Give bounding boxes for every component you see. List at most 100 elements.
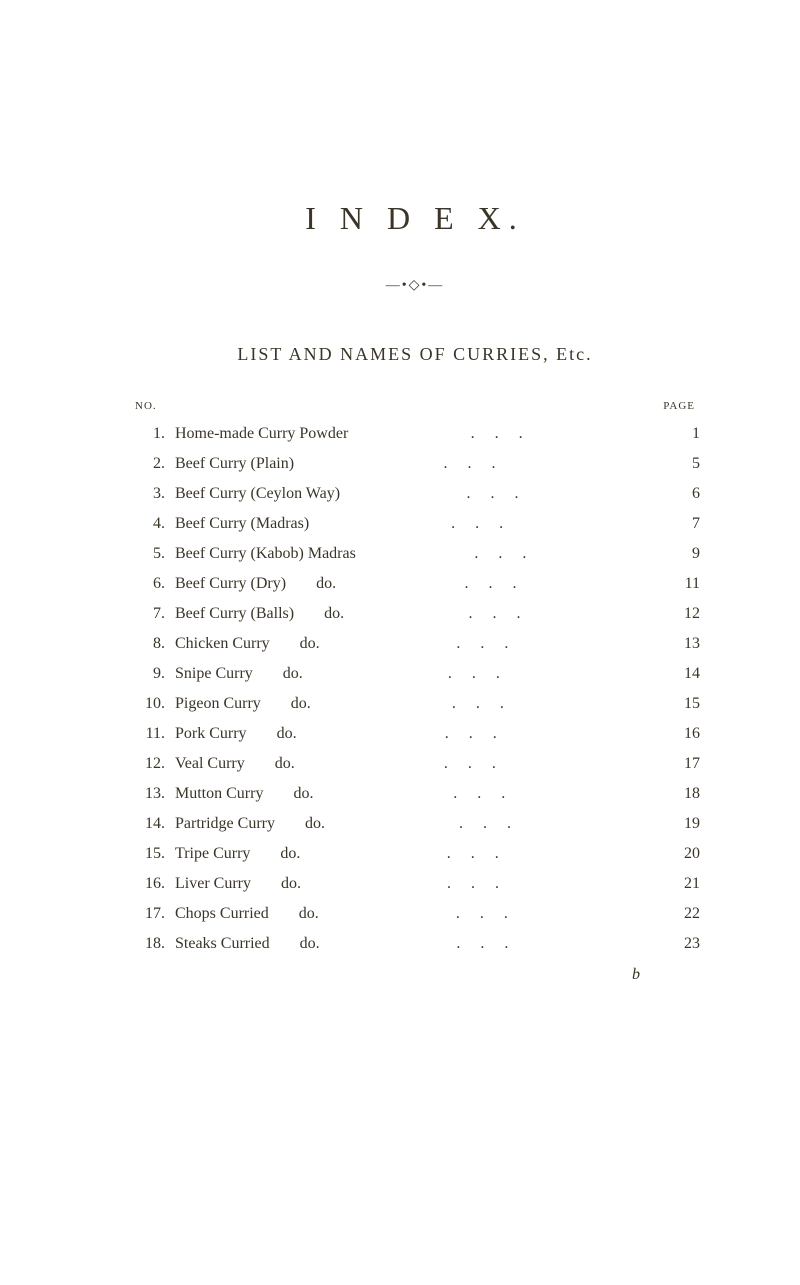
row-dots: ... bbox=[311, 692, 665, 716]
row-page: 7 bbox=[665, 512, 700, 536]
row-page: 11 bbox=[665, 572, 700, 596]
row-name: Beef Curry (Balls) bbox=[175, 602, 294, 626]
row-name: Home-made Curry Powder bbox=[175, 422, 348, 446]
row-name: Beef Curry (Dry) bbox=[175, 572, 286, 596]
row-name: Beef Curry (Plain) bbox=[175, 452, 294, 476]
row-name: Partridge Curry bbox=[175, 812, 275, 836]
index-row: 4. Beef Curry (Madras) ... 7 bbox=[130, 512, 700, 536]
row-variant: do. bbox=[300, 932, 320, 956]
row-number: 17. bbox=[130, 902, 165, 926]
row-dots: ... bbox=[340, 482, 665, 506]
row-page: 23 bbox=[665, 932, 700, 956]
index-row: 8. Chicken Curry do. ... 13 bbox=[130, 632, 700, 656]
index-row: 5. Beef Curry (Kabob) Madras ... 9 bbox=[130, 542, 700, 566]
row-page: 14 bbox=[665, 662, 700, 686]
row-variant: do. bbox=[277, 722, 297, 746]
row-number: 10. bbox=[130, 692, 165, 716]
index-row: 16. Liver Curry do. ... 21 bbox=[130, 872, 700, 896]
row-number: 3. bbox=[130, 482, 165, 506]
row-variant: do. bbox=[281, 872, 301, 896]
index-row: 13. Mutton Curry do. ... 18 bbox=[130, 782, 700, 806]
row-name: Beef Curry (Kabob) Madras bbox=[175, 542, 356, 566]
row-number: 4. bbox=[130, 512, 165, 536]
row-page: 20 bbox=[665, 842, 700, 866]
row-page: 1 bbox=[665, 422, 700, 446]
row-name: Chicken Curry bbox=[175, 632, 270, 656]
ornament-divider: —•◇•— bbox=[130, 277, 700, 294]
header-page: PAGE bbox=[663, 400, 695, 412]
row-name: Steaks Curried bbox=[175, 932, 270, 956]
row-name: Liver Curry bbox=[175, 872, 251, 896]
row-name: Mutton Curry bbox=[175, 782, 263, 806]
row-dots: ... bbox=[319, 902, 665, 926]
row-page: 6 bbox=[665, 482, 700, 506]
row-variant: do. bbox=[291, 692, 311, 716]
row-variant: do. bbox=[300, 632, 320, 656]
row-number: 6. bbox=[130, 572, 165, 596]
column-headers: NO. PAGE bbox=[130, 400, 700, 412]
section-heading: LIST AND NAMES OF CURRIES, Etc. bbox=[130, 344, 700, 365]
index-row: 1. Home-made Curry Powder ... 1 bbox=[130, 422, 700, 446]
row-variant: do. bbox=[293, 782, 313, 806]
row-dots: ... bbox=[309, 512, 665, 536]
row-number: 13. bbox=[130, 782, 165, 806]
row-dots: ... bbox=[320, 632, 665, 656]
row-number: 7. bbox=[130, 602, 165, 626]
row-number: 2. bbox=[130, 452, 165, 476]
row-page: 18 bbox=[665, 782, 700, 806]
index-row: 15. Tripe Curry do. ... 20 bbox=[130, 842, 700, 866]
index-row: 10. Pigeon Curry do. ... 15 bbox=[130, 692, 700, 716]
index-row: 12. Veal Curry do. ... 17 bbox=[130, 752, 700, 776]
header-no: NO. bbox=[135, 400, 157, 412]
row-number: 5. bbox=[130, 542, 165, 566]
row-number: 16. bbox=[130, 872, 165, 896]
footer-signature-mark: b bbox=[130, 966, 700, 984]
row-number: 15. bbox=[130, 842, 165, 866]
index-row: 17. Chops Curried do. ... 22 bbox=[130, 902, 700, 926]
row-page: 5 bbox=[665, 452, 700, 476]
row-page: 12 bbox=[665, 602, 700, 626]
row-dots: ... bbox=[336, 572, 665, 596]
row-variant: do. bbox=[280, 842, 300, 866]
index-row: 11. Pork Curry do. ... 16 bbox=[130, 722, 700, 746]
index-row: 14. Partridge Curry do. ... 19 bbox=[130, 812, 700, 836]
row-dots: ... bbox=[356, 542, 665, 566]
index-row: 18. Steaks Curried do. ... 23 bbox=[130, 932, 700, 956]
row-page: 21 bbox=[665, 872, 700, 896]
row-page: 22 bbox=[665, 902, 700, 926]
index-list: 1. Home-made Curry Powder ... 1 2. Beef … bbox=[130, 422, 700, 956]
row-name: Snipe Curry bbox=[175, 662, 253, 686]
row-variant: do. bbox=[316, 572, 336, 596]
row-number: 8. bbox=[130, 632, 165, 656]
row-name: Pigeon Curry bbox=[175, 692, 261, 716]
row-dots: ... bbox=[301, 872, 665, 896]
row-dots: ... bbox=[297, 722, 665, 746]
index-row: 9. Snipe Curry do. ... 14 bbox=[130, 662, 700, 686]
row-page: 15 bbox=[665, 692, 700, 716]
row-number: 1. bbox=[130, 422, 165, 446]
row-name: Pork Curry bbox=[175, 722, 247, 746]
row-number: 11. bbox=[130, 722, 165, 746]
row-number: 18. bbox=[130, 932, 165, 956]
row-number: 9. bbox=[130, 662, 165, 686]
row-dots: ... bbox=[344, 602, 665, 626]
row-dots: ... bbox=[295, 752, 665, 776]
row-name: Veal Curry bbox=[175, 752, 245, 776]
row-dots: ... bbox=[294, 452, 665, 476]
row-dots: ... bbox=[320, 932, 665, 956]
row-name: Tripe Curry bbox=[175, 842, 250, 866]
row-variant: do. bbox=[324, 602, 344, 626]
row-page: 16 bbox=[665, 722, 700, 746]
row-variant: do. bbox=[299, 902, 319, 926]
row-dots: ... bbox=[313, 782, 665, 806]
row-dots: ... bbox=[303, 662, 665, 686]
row-dots: ... bbox=[300, 842, 665, 866]
row-name: Beef Curry (Madras) bbox=[175, 512, 309, 536]
index-row: 2. Beef Curry (Plain) ... 5 bbox=[130, 452, 700, 476]
row-variant: do. bbox=[275, 752, 295, 776]
row-name: Beef Curry (Ceylon Way) bbox=[175, 482, 340, 506]
page-title: I N D E X. bbox=[130, 200, 700, 237]
index-row: 3. Beef Curry (Ceylon Way) ... 6 bbox=[130, 482, 700, 506]
row-number: 12. bbox=[130, 752, 165, 776]
row-dots: ... bbox=[325, 812, 665, 836]
